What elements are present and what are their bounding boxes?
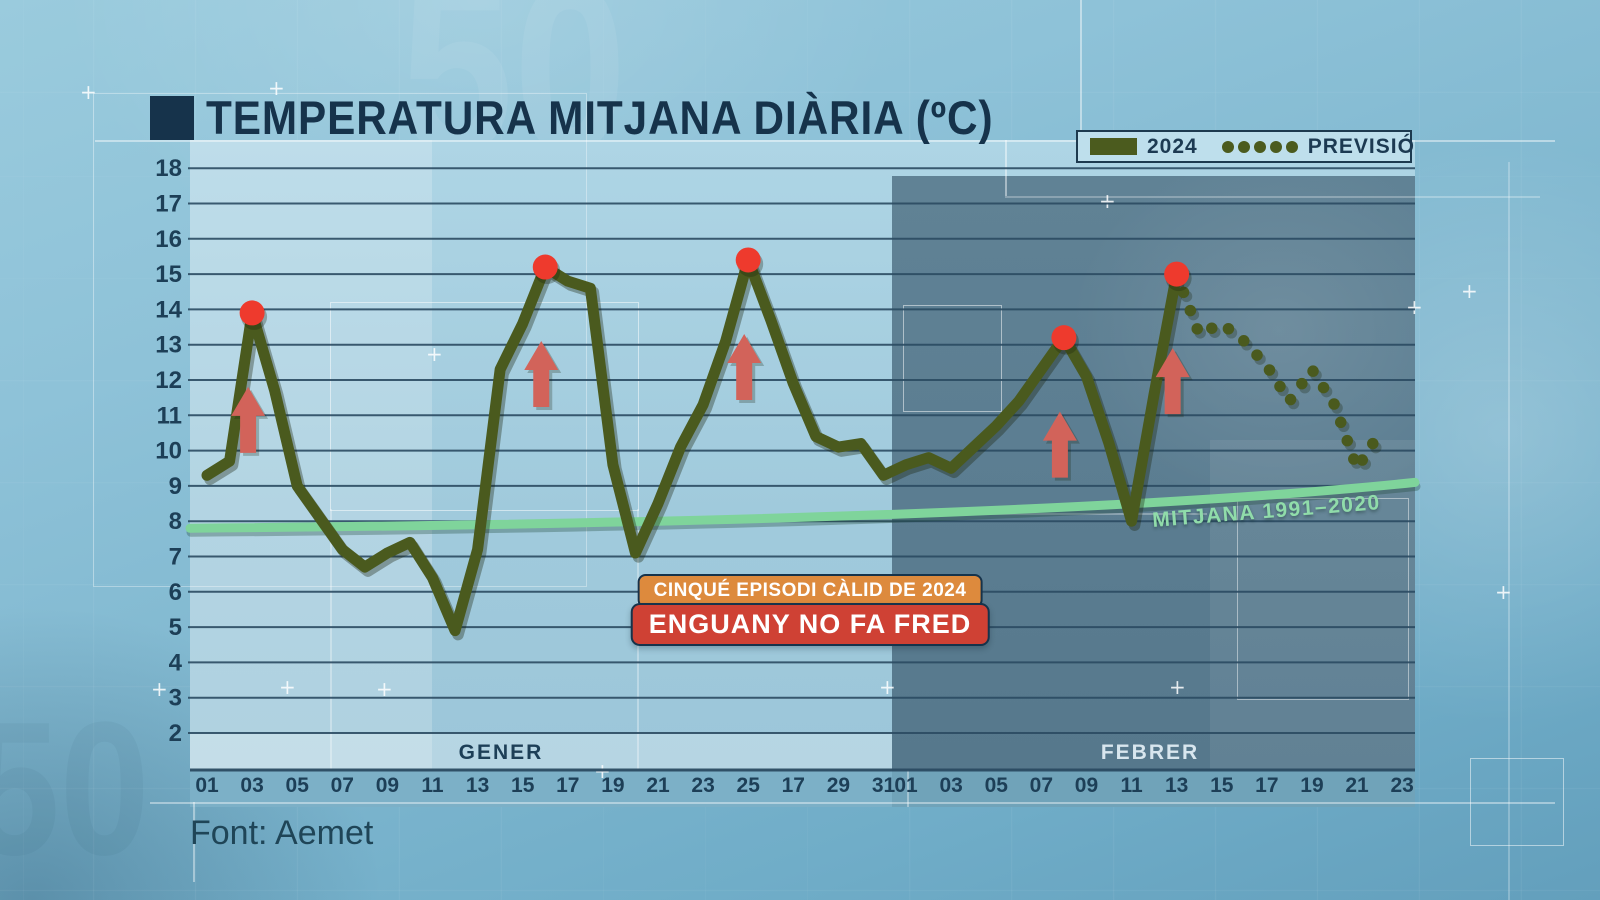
- legend-2024-swatch-icon: [1090, 138, 1137, 155]
- decor-line: [1005, 196, 1540, 198]
- page-title: TEMPERATURA MITJANA DIÀRIA (ºC): [206, 91, 994, 144]
- decor-frame: [1470, 758, 1564, 846]
- decor-frame: [903, 305, 1002, 412]
- decor-line: [1005, 140, 1007, 196]
- y-tick-label: 5: [169, 614, 182, 641]
- gener-month-band: [190, 733, 892, 770]
- day-labels-row: [190, 770, 1415, 807]
- legend-forecast-label: PREVISIÓ: [1307, 135, 1415, 158]
- headline-badge: ENGUANY NO FA FRED: [630, 603, 990, 646]
- decor-line: [150, 802, 1555, 804]
- legend-2024-label: 2024: [1147, 135, 1198, 158]
- decor-line: [1080, 0, 1082, 140]
- decor-line: [1508, 162, 1510, 900]
- decor-frame: [1237, 498, 1409, 700]
- legend: 2024 PREVISIÓ: [1076, 130, 1415, 163]
- legend-forecast-dots-icon: [1221, 140, 1298, 153]
- ghost-digits: 50: [0, 683, 150, 895]
- y-tick-label: 3: [169, 685, 182, 712]
- decor-line: [907, 770, 909, 807]
- decor-line: [193, 802, 195, 882]
- decor-line: [330, 509, 332, 769]
- y-tick-label: 2: [169, 720, 182, 747]
- decor-line: [95, 140, 1555, 142]
- decor-frame: [330, 302, 639, 511]
- title-bullet-square: [150, 96, 194, 140]
- source-credit: Font: Aemet: [190, 814, 374, 852]
- day-labels-row-dark: [892, 770, 1415, 807]
- y-tick-label: 4: [169, 649, 183, 676]
